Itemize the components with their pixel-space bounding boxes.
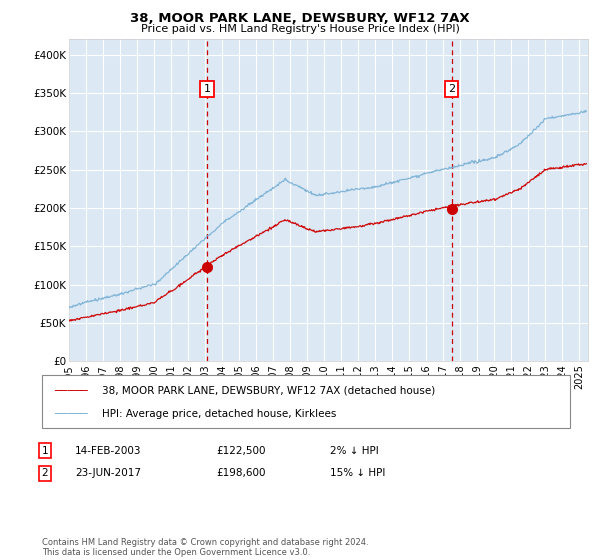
Text: 2: 2: [41, 468, 49, 478]
Text: 14-FEB-2003: 14-FEB-2003: [75, 446, 142, 456]
Text: 23-JUN-2017: 23-JUN-2017: [75, 468, 141, 478]
Text: 2: 2: [448, 84, 455, 94]
Text: 38, MOOR PARK LANE, DEWSBURY, WF12 7AX: 38, MOOR PARK LANE, DEWSBURY, WF12 7AX: [130, 12, 470, 25]
Text: ─────: ─────: [54, 408, 88, 418]
Text: £122,500: £122,500: [216, 446, 265, 456]
Text: £198,600: £198,600: [216, 468, 265, 478]
Text: 15% ↓ HPI: 15% ↓ HPI: [330, 468, 385, 478]
Text: 38, MOOR PARK LANE, DEWSBURY, WF12 7AX (detached house): 38, MOOR PARK LANE, DEWSBURY, WF12 7AX (…: [102, 385, 435, 395]
Text: ─────: ─────: [54, 385, 88, 395]
Text: Contains HM Land Registry data © Crown copyright and database right 2024.
This d: Contains HM Land Registry data © Crown c…: [42, 538, 368, 557]
Text: HPI: Average price, detached house, Kirklees: HPI: Average price, detached house, Kirk…: [102, 408, 337, 418]
Text: 1: 1: [203, 84, 211, 94]
Text: 1: 1: [41, 446, 49, 456]
Text: 2% ↓ HPI: 2% ↓ HPI: [330, 446, 379, 456]
Text: Price paid vs. HM Land Registry's House Price Index (HPI): Price paid vs. HM Land Registry's House …: [140, 24, 460, 34]
